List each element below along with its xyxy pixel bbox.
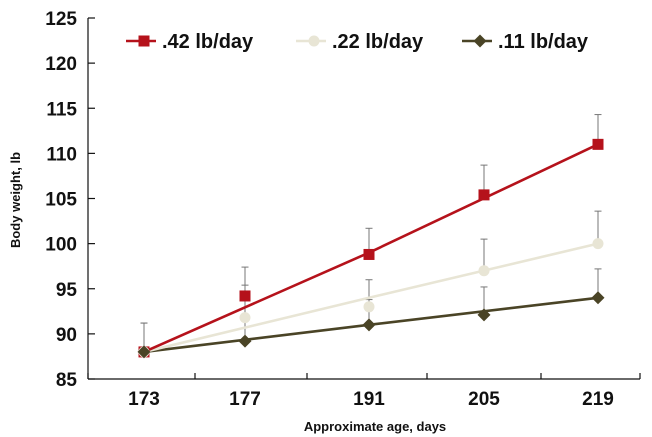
x-tick-label: 219: [582, 389, 614, 410]
series-errorbars-0: [140, 114, 602, 352]
legend-item-0: .42 lb/day: [126, 31, 254, 53]
data-point: [363, 301, 375, 313]
series-errorbars-1: [140, 210, 602, 352]
legend-marker: [138, 35, 150, 47]
y-tick-label: 125: [45, 9, 77, 30]
x-tick-label: 173: [128, 389, 160, 410]
y-axis-ticks: 85 90 95 100 105 110 115 120 125: [45, 9, 95, 391]
x-axis-title: Approximate age, days: [304, 419, 446, 434]
y-tick-label: 105: [45, 190, 77, 211]
x-tick-label: 191: [353, 389, 385, 410]
series-layer: [137, 114, 605, 359]
y-tick-label: 85: [56, 370, 78, 391]
data-point: [591, 291, 605, 305]
data-point: [239, 312, 251, 324]
y-tick-label: 120: [45, 54, 77, 75]
data-point: [478, 265, 490, 277]
y-tick-label: 90: [56, 325, 77, 346]
legend-item-2: .11 lb/day: [462, 31, 589, 53]
series-markers-1: [138, 238, 604, 358]
y-tick-label: 95: [56, 280, 78, 301]
data-point: [238, 334, 252, 348]
x-tick-label: 205: [468, 389, 500, 410]
legend-label: .11 lb/day: [498, 31, 589, 53]
y-tick-label: 110: [46, 144, 77, 165]
data-point: [363, 248, 375, 260]
x-axis-ticks: 173 177 191 205 219: [87, 373, 641, 410]
series-markers-2: [137, 291, 605, 359]
legend: .42 lb/day .22 lb/day .11 lb/day: [126, 31, 589, 53]
legend-marker: [308, 35, 320, 47]
legend-label: .42 lb/day: [162, 31, 254, 53]
legend-marker: [473, 34, 487, 48]
data-point: [592, 138, 604, 150]
data-point: [477, 308, 491, 322]
y-tick-label: 115: [46, 99, 77, 120]
data-point: [137, 345, 151, 359]
y-axis-title: Body weight, lb: [8, 152, 23, 248]
legend-label: .22 lb/day: [332, 31, 424, 53]
data-point: [592, 238, 604, 250]
x-tick-label: 177: [229, 389, 261, 410]
series-line-1: [143, 242, 599, 354]
data-point: [239, 290, 251, 302]
data-point: [362, 318, 376, 332]
legend-item-1: .22 lb/day: [296, 31, 424, 53]
y-tick-label: 100: [45, 235, 77, 256]
data-point: [478, 189, 490, 201]
